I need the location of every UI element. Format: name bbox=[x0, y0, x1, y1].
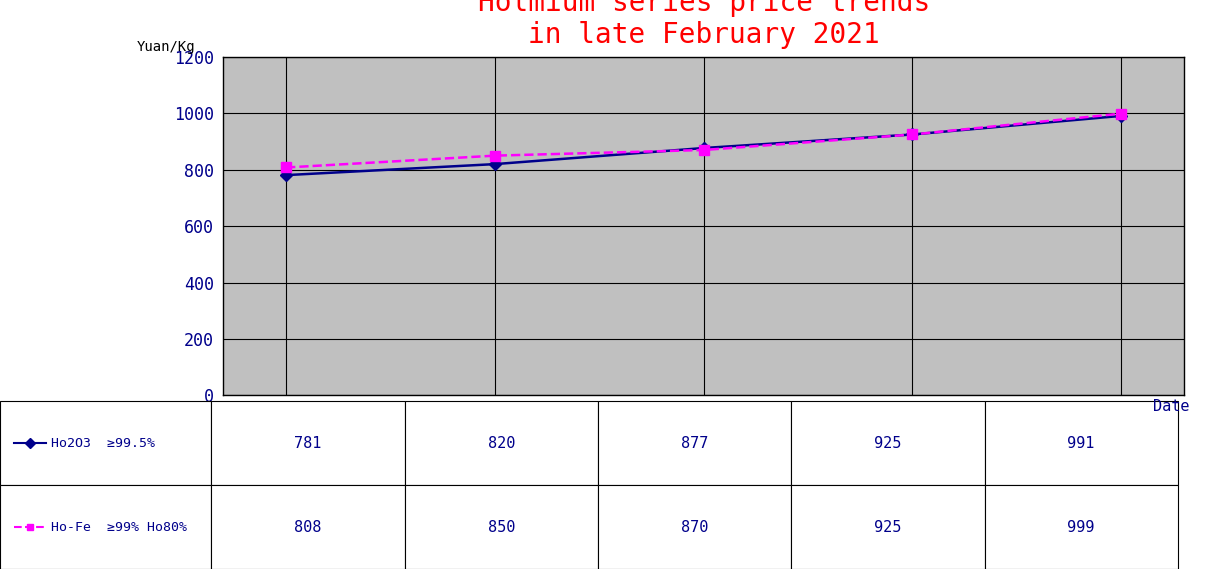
Bar bbox=[405, 401, 598, 485]
Text: 808: 808 bbox=[295, 519, 321, 534]
Text: 999: 999 bbox=[1068, 519, 1094, 534]
Title: Holmium series price trends
in late February 2021: Holmium series price trends in late Febr… bbox=[477, 0, 930, 49]
Bar bbox=[791, 401, 985, 485]
Bar bbox=[211, 485, 405, 569]
Bar bbox=[211, 401, 405, 485]
Bar bbox=[598, 401, 791, 485]
Bar bbox=[791, 485, 985, 569]
Bar bbox=[405, 485, 598, 569]
Bar bbox=[985, 401, 1178, 485]
Text: 850: 850 bbox=[488, 519, 515, 534]
Bar bbox=[598, 485, 791, 569]
Text: Ho2O3  ≥99.5%: Ho2O3 ≥99.5% bbox=[51, 436, 155, 450]
Text: 991: 991 bbox=[1068, 436, 1094, 451]
Text: 870: 870 bbox=[681, 519, 708, 534]
Text: Ho-Fe  ≥99% Ho80%: Ho-Fe ≥99% Ho80% bbox=[51, 521, 187, 534]
Text: Yuan/Kg: Yuan/Kg bbox=[137, 39, 196, 53]
Text: 781: 781 bbox=[295, 436, 321, 451]
Bar bbox=[0, 401, 211, 485]
Text: 820: 820 bbox=[488, 436, 515, 451]
Bar bbox=[0, 485, 211, 569]
Bar bbox=[985, 485, 1178, 569]
Text: 925: 925 bbox=[875, 519, 901, 534]
Text: Date: Date bbox=[1154, 399, 1190, 414]
Text: 925: 925 bbox=[875, 436, 901, 451]
Text: 877: 877 bbox=[681, 436, 708, 451]
